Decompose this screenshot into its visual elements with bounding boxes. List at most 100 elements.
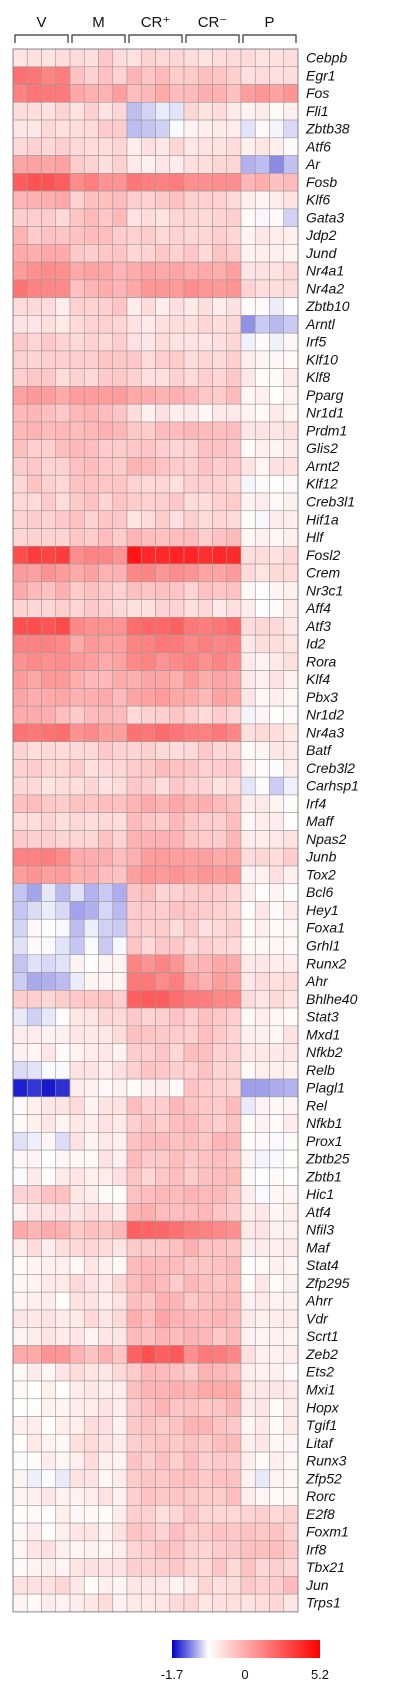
heatmap-cell	[183, 403, 199, 423]
heatmap-cell	[183, 1380, 199, 1400]
heatmap-cell	[183, 545, 199, 565]
heatmap-cell	[126, 617, 142, 636]
heatmap-cell	[12, 1540, 28, 1559]
heatmap-cell	[155, 776, 171, 796]
heatmap-cell	[112, 1469, 128, 1488]
heatmap-cell	[197, 403, 213, 423]
heatmap-cell	[169, 1558, 185, 1577]
heatmap-cell	[41, 972, 57, 991]
heatmap-cell	[26, 972, 42, 991]
heatmap-cell	[26, 1078, 42, 1098]
heatmap-cell	[140, 901, 156, 920]
heatmap-cell	[112, 1149, 128, 1169]
heatmap-cell	[69, 1256, 85, 1275]
heatmap-cell	[283, 1220, 299, 1240]
heatmap-cell	[140, 66, 156, 85]
heatmap-cell	[126, 155, 142, 174]
heatmap-cell	[155, 1327, 171, 1346]
heatmap-cell	[226, 1398, 242, 1417]
heatmap-cell	[212, 776, 228, 796]
heatmap-cell	[69, 1576, 85, 1595]
heatmap-cell	[240, 1451, 256, 1471]
heatmap-cell	[12, 954, 28, 973]
heatmap-cell	[126, 474, 142, 494]
heatmap-cell	[140, 297, 156, 316]
row-label: Nfil3	[306, 1222, 334, 1238]
heatmap-cell	[212, 1185, 228, 1204]
heatmap-cell	[83, 119, 99, 139]
heatmap-cell	[98, 1114, 114, 1133]
heatmap-cell	[183, 155, 199, 174]
heatmap-cell	[140, 1185, 156, 1204]
heatmap-cell	[69, 545, 85, 565]
heatmap-cell	[69, 1522, 85, 1542]
heatmap-cell	[55, 492, 71, 512]
heatmap-cell	[197, 1096, 213, 1115]
heatmap-cell	[169, 173, 185, 192]
heatmap-cell	[226, 66, 242, 85]
heatmap-cell	[41, 688, 57, 707]
row-label: Zbtb38	[305, 121, 350, 137]
heatmap-cell	[55, 670, 71, 689]
heatmap-cell	[197, 599, 213, 618]
heatmap-cell	[254, 1061, 270, 1080]
heatmap-cell	[197, 581, 213, 600]
heatmap-cell	[254, 1487, 270, 1506]
heatmap-cell	[55, 119, 71, 139]
heatmap-cell	[69, 368, 85, 387]
heatmap-cell	[98, 1380, 114, 1400]
heatmap-cell	[240, 474, 256, 494]
heatmap-cell	[212, 1167, 228, 1186]
heatmap-cell	[140, 883, 156, 902]
heatmap-cell	[26, 1433, 42, 1453]
heatmap-cell	[41, 368, 57, 387]
heatmap-cell	[155, 1345, 171, 1364]
heatmap-cell	[169, 1451, 185, 1471]
heatmap-cell	[12, 617, 28, 636]
heatmap-cell	[26, 918, 42, 938]
heatmap-cell	[140, 137, 156, 156]
heatmap-cell	[269, 474, 285, 494]
heatmap-cell	[155, 812, 171, 831]
heatmap-cell	[26, 1362, 42, 1382]
heatmap-cell	[169, 581, 185, 600]
heatmap-cell	[240, 776, 256, 796]
heatmap-cell	[212, 226, 228, 245]
heatmap-cell	[269, 457, 285, 476]
heatmap-cell	[69, 901, 85, 920]
heatmap-cell	[12, 688, 28, 707]
heatmap-cell	[83, 581, 99, 600]
heatmap-cell	[12, 315, 28, 334]
heatmap-cell	[183, 1487, 199, 1506]
heatmap-cell	[197, 190, 213, 210]
heatmap-cell	[226, 617, 242, 636]
heatmap-cell	[169, 1096, 185, 1115]
heatmap-cell	[55, 1327, 71, 1346]
heatmap-cell	[126, 1220, 142, 1240]
heatmap-cell	[197, 1558, 213, 1577]
heatmap-cell	[69, 1114, 85, 1133]
heatmap-cell	[12, 368, 28, 387]
heatmap-cell	[140, 101, 156, 121]
heatmap-cell	[55, 244, 71, 263]
heatmap-cell	[240, 173, 256, 192]
heatmap-cell	[240, 1540, 256, 1559]
heatmap-cell	[83, 1203, 99, 1222]
heatmap-cell	[41, 439, 57, 458]
heatmap-cell	[12, 1185, 28, 1204]
heatmap-cell	[126, 1398, 142, 1417]
heatmap-cell	[283, 847, 299, 867]
heatmap-cell	[98, 830, 114, 849]
heatmap-cell	[269, 48, 285, 68]
heatmap-cell	[26, 1593, 42, 1613]
heatmap-cell	[283, 297, 299, 316]
heatmap-cell	[83, 847, 99, 867]
heatmap-cell	[69, 989, 85, 1009]
heatmap-cell	[140, 1327, 156, 1346]
heatmap-cell	[212, 386, 228, 405]
heatmap-cell	[283, 279, 299, 298]
heatmap-cell	[155, 368, 171, 387]
heatmap-cell	[41, 1576, 57, 1595]
heatmap-cell	[197, 1185, 213, 1204]
heatmap-cell	[183, 173, 199, 192]
